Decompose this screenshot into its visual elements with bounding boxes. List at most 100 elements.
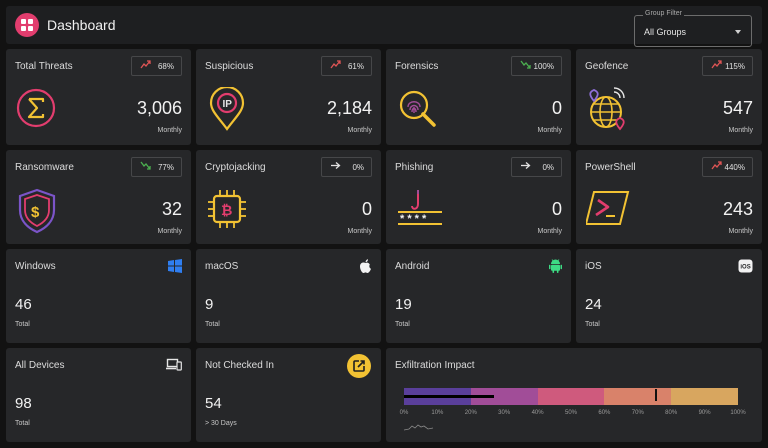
card-value: 3,006 — [136, 98, 182, 118]
svg-text:* * * *: * * * * — [400, 213, 427, 225]
card-powershell[interactable]: PowerShell 440% 243 Monthly — [576, 150, 762, 244]
card-exfiltration-impact[interactable]: Exfiltration Impact 0% 10% 20% 30% 40% 50% 60%… — [386, 348, 762, 442]
card-windows[interactable]: Windows 46 Total — [6, 249, 191, 343]
card-subtitle: Monthly — [347, 228, 372, 235]
card-title: Ransomware — [15, 162, 74, 173]
trend-flat-icon — [331, 162, 341, 169]
terminal-icon — [586, 191, 630, 225]
card-value: 2,184 — [326, 98, 372, 118]
password-hook-icon: * * * * — [398, 190, 442, 225]
trend-up-icon — [711, 60, 722, 69]
impact-tick-label: 40% — [531, 410, 544, 416]
card-phishing[interactable]: Phishing 0% * * * * 0 Monthly — [386, 150, 571, 244]
impact-tick-label: 80% — [665, 410, 678, 416]
group-filter-label: Group Filter — [643, 10, 684, 17]
card-value: 0 — [361, 199, 372, 219]
trend-down-icon — [520, 60, 531, 69]
caret-down-icon — [735, 30, 741, 34]
trend-badge: 61% — [321, 56, 372, 76]
open-external-icon[interactable] — [347, 354, 371, 378]
impact-segment-20-40 — [470, 388, 538, 405]
card-title: iOS — [585, 261, 602, 272]
trend-flat-icon — [521, 162, 531, 169]
card-forensics[interactable]: Forensics 100% 0 Monthly — [386, 49, 571, 145]
card-android[interactable]: Android 19 Total — [386, 249, 571, 343]
trend-up-icon — [711, 161, 722, 170]
impact-tick-label: 90% — [698, 410, 711, 416]
card-value: 547 — [722, 98, 753, 118]
grid-icon[interactable] — [15, 13, 39, 37]
impact-segment-60-80 — [604, 388, 672, 405]
card-title: Windows — [15, 261, 56, 272]
card-title: Phishing — [395, 162, 434, 173]
svg-text:iOS: iOS — [740, 265, 750, 271]
card-total-threats[interactable]: Total Threats 68% 3,006 Monthly — [6, 49, 191, 145]
trend-percent: 100% — [533, 62, 554, 71]
trend-badge: 115% — [702, 56, 753, 76]
trend-up-icon — [140, 60, 151, 69]
trend-badge: 77% — [131, 157, 182, 177]
trend-percent: 0% — [352, 163, 364, 172]
trend-down-icon — [140, 161, 151, 170]
impact-tick-label: 20% — [464, 410, 477, 416]
card-ransomware[interactable]: Ransomware 77% $ 32 Monthly — [6, 150, 191, 244]
card-title: Forensics — [395, 61, 439, 72]
impact-tick-label: 0% — [399, 410, 409, 416]
trend-badge: 440% — [702, 157, 753, 177]
page-title: Dashboard — [47, 17, 116, 33]
card-subtitle: Total — [585, 321, 600, 328]
card-value: 0 — [551, 98, 562, 118]
trend-percent: 440% — [724, 163, 745, 172]
svg-text:IP: IP — [223, 99, 233, 110]
ios-icon: iOS — [738, 259, 753, 273]
impact-segment-80-100 — [671, 388, 738, 405]
card-title: Android — [395, 261, 430, 272]
ip-location-icon: IP — [209, 87, 245, 131]
card-title: Not Checked In — [205, 360, 274, 371]
android-icon — [549, 259, 562, 273]
trend-percent: 61% — [347, 62, 364, 71]
card-subtitle: Monthly — [537, 228, 562, 235]
svg-text:$: $ — [31, 204, 40, 221]
card-title: macOS — [205, 261, 239, 272]
trend-badge: 0% — [321, 157, 372, 177]
card-subtitle: Monthly — [728, 127, 753, 134]
impact-tick-label: 100% — [730, 410, 746, 416]
card-macos[interactable]: macOS 9 Total — [196, 249, 381, 343]
card-geofence[interactable]: Geofence 115% 547 Monthly — [576, 49, 762, 145]
impact-tick-label: 70% — [631, 410, 644, 416]
bitcoin-chip-icon: ₿ — [208, 190, 246, 228]
card-not-checked-in[interactable]: Not Checked In 54 > 30 Days — [196, 348, 381, 442]
devices-icon — [166, 358, 182, 371]
fingerprint-search-icon — [399, 90, 436, 127]
group-filter-select[interactable]: Group Filter All Groups — [634, 10, 752, 47]
card-subtitle: Total — [205, 321, 220, 328]
group-filter-value: All Groups — [644, 27, 687, 37]
impact-tick-label: 10% — [431, 410, 444, 416]
globe-pin-icon — [589, 87, 625, 131]
impact-axis: 0% 10% 20% 30% 40% 50% 60% 70% 80% 90% 100% — [400, 410, 746, 420]
impact-bar — [404, 388, 738, 405]
card-title: Exfiltration Impact — [395, 360, 475, 371]
apple-icon — [360, 259, 371, 273]
card-subtitle: Total — [15, 420, 30, 427]
trend-percent: 0% — [542, 163, 554, 172]
card-value: 32 — [161, 199, 182, 219]
header-bar: Dashboard Group Filter All Groups — [6, 6, 762, 47]
windows-icon — [168, 259, 182, 273]
card-cryptojacking[interactable]: Cryptojacking 0% ₿ 0 Monthly — [196, 150, 381, 244]
card-subtitle: Monthly — [157, 127, 182, 134]
card-title: Total Threats — [15, 61, 73, 72]
trend-badge: 100% — [511, 56, 562, 76]
card-title: Cryptojacking — [205, 162, 266, 173]
card-value: 24 — [585, 296, 602, 313]
card-value: 243 — [722, 199, 753, 219]
card-all-devices[interactable]: All Devices 98 Total — [6, 348, 191, 442]
card-ios[interactable]: iOS iOS 24 Total — [576, 249, 762, 343]
impact-tick-label: 60% — [598, 410, 611, 416]
trend-up-icon — [330, 60, 341, 69]
card-suspicious[interactable]: Suspicious 61% IP 2,184 Monthly — [196, 49, 381, 145]
card-value: 46 — [15, 296, 32, 313]
sigma-icon — [16, 88, 56, 128]
card-title: Suspicious — [205, 61, 254, 72]
